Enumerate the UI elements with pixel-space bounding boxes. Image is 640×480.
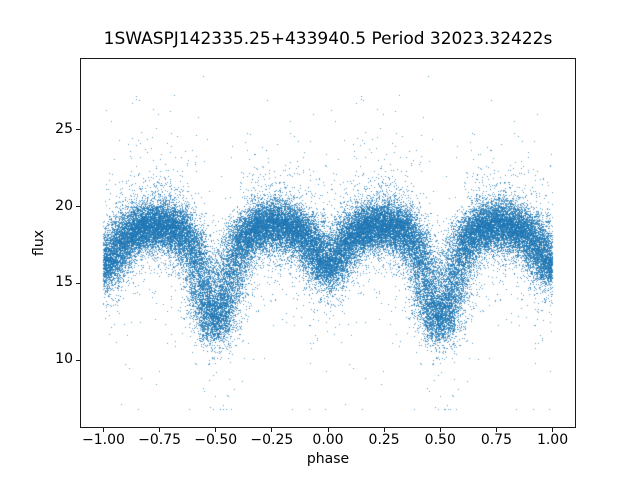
- x-tick: [439, 428, 441, 432]
- y-tick-label: 10: [55, 351, 73, 368]
- x-tick: [215, 428, 217, 432]
- x-tick-label: −0.50: [194, 432, 238, 448]
- x-axis-label: phase: [306, 451, 350, 467]
- x-tick: [102, 428, 104, 432]
- x-tick: [327, 428, 329, 432]
- plot-title: 1SWASPJ142335.25+433940.5 Period 32023.3…: [103, 29, 553, 49]
- x-tick-label: 0.00: [312, 432, 344, 448]
- x-tick: [552, 428, 554, 432]
- y-tick: [76, 129, 80, 131]
- y-tick-label: 25: [55, 120, 73, 137]
- y-tick: [76, 359, 80, 361]
- axes-area: [80, 58, 576, 428]
- x-tick-label: −0.25: [250, 432, 294, 448]
- x-tick-label: 0.25: [368, 432, 400, 448]
- y-tick-label: 15: [55, 274, 73, 291]
- scatter-canvas: [81, 59, 575, 427]
- x-tick: [159, 428, 161, 432]
- x-tick: [383, 428, 385, 432]
- x-tick: [271, 428, 273, 432]
- x-tick-label: 1.00: [536, 432, 569, 448]
- y-tick-label: 20: [55, 197, 73, 214]
- y-axis-label: flux: [31, 230, 47, 256]
- x-tick-label: 0.75: [480, 432, 512, 448]
- x-tick-label: −1.00: [82, 432, 125, 448]
- y-tick: [76, 282, 80, 284]
- x-tick: [495, 428, 497, 432]
- y-tick: [76, 206, 80, 207]
- x-tick-label: −0.75: [138, 432, 182, 448]
- x-tick-label: 0.50: [424, 432, 456, 448]
